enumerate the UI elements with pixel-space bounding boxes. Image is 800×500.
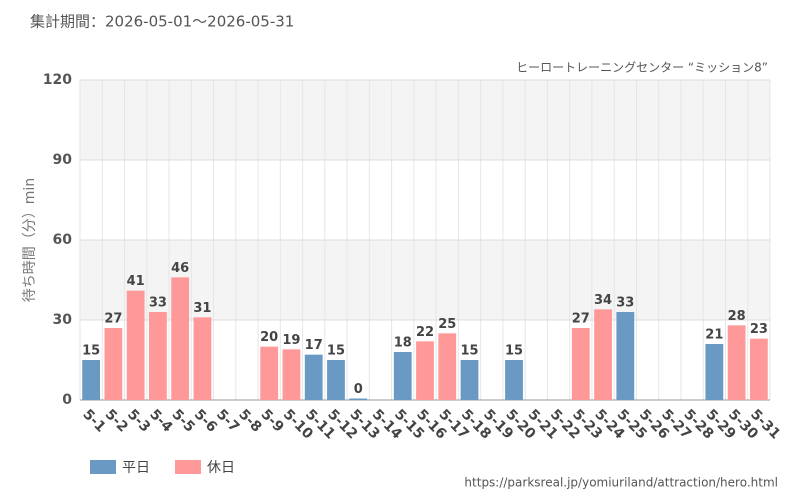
value-label: 31 (193, 301, 211, 316)
value-label: 46 (171, 261, 189, 276)
value-label: 18 (394, 336, 412, 351)
x-tick-label: 5-7 (213, 406, 242, 435)
x-tick-label: 5-3 (124, 406, 153, 435)
source: https://parksreal.jp/yomiuriland/attract… (464, 476, 778, 490)
value-label: 25 (438, 317, 456, 332)
x-tick-label: 5-2 (102, 406, 131, 435)
chart-title: 集計期間：2026-05-01～2026-05-31 (30, 13, 294, 31)
value-label: 19 (282, 333, 300, 348)
x-tick-label: 5-5 (169, 406, 198, 435)
value-label: 15 (505, 344, 523, 359)
y-axis-label: 待ち時間（分）min (22, 178, 38, 302)
bar (416, 341, 434, 400)
bar (594, 309, 612, 400)
plot-band (80, 80, 770, 160)
legend-swatch (90, 460, 116, 474)
y-tick-label: 90 (53, 152, 73, 168)
bar (149, 312, 167, 400)
x-tick-label: 5-6 (191, 406, 220, 435)
value-label: 28 (728, 309, 746, 324)
bar (82, 360, 101, 400)
bar (727, 325, 746, 400)
bar (349, 398, 368, 400)
bar (749, 338, 768, 400)
legend-label: 平日 (122, 460, 150, 476)
x-tick-label: 5-9 (258, 406, 287, 435)
bar (616, 312, 635, 400)
chart-subtitle: ヒーロートレーニングセンター “ミッション8” (516, 61, 768, 75)
x-tick-label: 5-1 (79, 406, 108, 435)
value-label: 22 (416, 325, 434, 340)
value-label: 21 (705, 328, 723, 343)
plot-band (80, 240, 770, 320)
value-label: 27 (104, 312, 122, 327)
bar (505, 360, 523, 400)
value-label: 33 (616, 296, 634, 311)
bar (193, 317, 212, 400)
value-label: 20 (260, 330, 278, 345)
bar (571, 328, 590, 400)
legend-label: 休日 (207, 460, 235, 476)
value-label: 27 (572, 312, 590, 327)
x-tick-label: 5-4 (146, 406, 175, 435)
value-label: 15 (327, 344, 345, 359)
bar (171, 277, 190, 400)
value-label: 15 (460, 344, 478, 359)
bar (438, 333, 457, 400)
bar (460, 360, 479, 400)
y-tick-label: 60 (53, 232, 73, 248)
value-label: 23 (750, 322, 768, 337)
bar (705, 344, 724, 400)
bar (327, 360, 345, 400)
value-label: 33 (149, 296, 167, 311)
y-tick-label: 30 (53, 312, 73, 328)
bar (282, 349, 301, 400)
legend-swatch (175, 460, 201, 474)
value-label: 0 (354, 382, 363, 397)
bar (393, 352, 412, 400)
y-tick-label: 0 (62, 392, 72, 408)
bar (126, 290, 145, 400)
value-label: 17 (305, 338, 323, 353)
bar (104, 328, 123, 400)
value-label: 15 (82, 344, 100, 359)
y-tick-label: 120 (43, 72, 72, 88)
x-tick-label: 5-8 (235, 406, 264, 435)
bar (304, 354, 323, 400)
value-label: 34 (594, 293, 612, 308)
bar (260, 346, 279, 400)
value-label: 41 (127, 274, 145, 289)
